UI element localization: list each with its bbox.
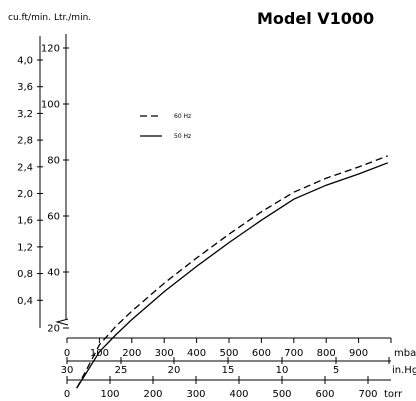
left-tick-label: 0,8 <box>17 269 33 280</box>
x-inhg-unit: in.Hg <box>392 365 416 376</box>
x-inhg-tick-label: 25 <box>115 365 128 376</box>
left-tick-label: 1,6 <box>17 216 33 227</box>
left-tick-label: 1,2 <box>17 242 33 253</box>
legend-label: 50 Hz <box>174 133 191 140</box>
right-tick-label: 100 <box>41 100 60 111</box>
x-torr-tick-label: 0 <box>64 389 70 400</box>
series-layer <box>76 155 389 389</box>
x-inhg-tick-label: 20 <box>168 365 181 376</box>
x-inhg-tick-label: 5 <box>333 365 339 376</box>
x-mbar-tick-label: 400 <box>187 348 206 359</box>
x-mbar-tick-label: 200 <box>122 348 141 359</box>
x-mbar-tick-label: 800 <box>317 348 336 359</box>
x-torr-tick-label: 200 <box>143 389 162 400</box>
left-tick-label: 4,0 <box>17 56 33 67</box>
right-tick-label: 60 <box>47 212 60 223</box>
right-tick-label: 40 <box>47 268 60 279</box>
x-torr-tick-label: 700 <box>358 389 377 400</box>
x-torr-tick-label: 600 <box>315 389 334 400</box>
x-mbar-tick-label: 700 <box>284 348 303 359</box>
x-mbar-tick-label: 0 <box>64 348 70 359</box>
right-tick-label: 20 <box>47 324 60 335</box>
legend: 60 Hz 50 Hz <box>140 113 191 140</box>
chart-title: Model V1000 <box>257 9 374 28</box>
axes: 4,03,63,22,82,42,01,61,20,80,41201008060… <box>17 34 416 400</box>
left-tick-label: 2,4 <box>17 162 33 173</box>
left-tick-label: 3,6 <box>17 82 33 93</box>
x-torr-tick-label: 100 <box>100 389 119 400</box>
left-tick-label: 3,2 <box>17 109 33 120</box>
left-tick-label: 0,4 <box>17 296 33 307</box>
left-tick-label: 2,0 <box>17 189 33 200</box>
right-tick-label: 120 <box>41 44 60 55</box>
x-torr-tick-label: 400 <box>229 389 248 400</box>
x-mbar-tick-label: 500 <box>219 348 238 359</box>
x-mbar-tick-label: 300 <box>155 348 174 359</box>
x-inhg-tick-label: 15 <box>222 365 235 376</box>
x-mbar-tick-label: 100 <box>90 348 109 359</box>
legend-label: 60 Hz <box>174 113 191 120</box>
x-mbar-unit: mbar <box>394 348 416 359</box>
x-mbar-tick-label: 600 <box>252 348 271 359</box>
right-unit-label: Ltr./min. <box>54 13 91 23</box>
right-tick-label: 80 <box>47 156 60 167</box>
series-line-60hz <box>76 155 389 389</box>
x-inhg-tick-label: 10 <box>276 365 289 376</box>
series-line-50hz <box>76 162 389 389</box>
x-torr-unit: torr <box>384 389 403 400</box>
x-torr-tick-label: 500 <box>272 389 291 400</box>
x-mbar-tick-label: 900 <box>349 348 368 359</box>
left-tick-label: 2,8 <box>17 136 33 147</box>
left-unit-label: cu.ft/min. <box>8 13 51 23</box>
axis-break-symbol <box>55 318 69 326</box>
x-inhg-tick-label: 30 <box>61 365 74 376</box>
x-torr-tick-label: 300 <box>186 389 205 400</box>
